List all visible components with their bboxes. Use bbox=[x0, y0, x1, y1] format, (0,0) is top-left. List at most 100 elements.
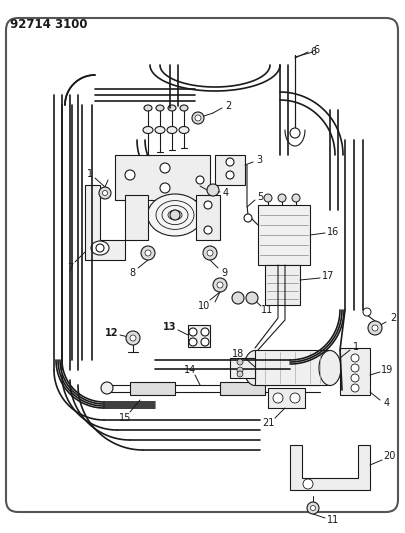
Circle shape bbox=[272, 393, 282, 403]
Text: 6: 6 bbox=[309, 47, 315, 57]
Ellipse shape bbox=[143, 126, 153, 133]
Polygon shape bbox=[85, 185, 125, 260]
Polygon shape bbox=[196, 195, 220, 240]
Circle shape bbox=[263, 194, 271, 202]
Circle shape bbox=[289, 393, 299, 403]
Text: 8: 8 bbox=[129, 268, 135, 278]
Text: 5: 5 bbox=[256, 192, 262, 202]
Circle shape bbox=[194, 115, 200, 121]
Circle shape bbox=[231, 292, 243, 304]
Polygon shape bbox=[215, 155, 244, 185]
Polygon shape bbox=[339, 348, 369, 395]
Circle shape bbox=[289, 128, 299, 138]
Circle shape bbox=[102, 190, 107, 196]
Circle shape bbox=[291, 194, 299, 202]
Polygon shape bbox=[115, 155, 209, 200]
Text: 12: 12 bbox=[105, 328, 118, 338]
Polygon shape bbox=[264, 265, 299, 305]
Polygon shape bbox=[230, 358, 254, 378]
Circle shape bbox=[371, 325, 377, 331]
Text: 92714 3100: 92714 3100 bbox=[10, 18, 87, 31]
Text: 21: 21 bbox=[261, 418, 273, 428]
Text: 14: 14 bbox=[183, 365, 196, 375]
Circle shape bbox=[216, 282, 222, 288]
Text: 19: 19 bbox=[380, 365, 392, 375]
Circle shape bbox=[310, 505, 315, 511]
Text: 7: 7 bbox=[67, 263, 73, 273]
Text: 18: 18 bbox=[231, 349, 243, 359]
Circle shape bbox=[125, 170, 135, 180]
Circle shape bbox=[350, 364, 358, 372]
Circle shape bbox=[302, 479, 312, 489]
Circle shape bbox=[196, 176, 203, 184]
Circle shape bbox=[203, 226, 211, 234]
Circle shape bbox=[99, 187, 111, 199]
Circle shape bbox=[189, 338, 196, 346]
Circle shape bbox=[203, 201, 211, 209]
Text: 15: 15 bbox=[119, 413, 131, 423]
Circle shape bbox=[96, 244, 104, 252]
Circle shape bbox=[170, 210, 179, 220]
Text: 9: 9 bbox=[220, 268, 226, 278]
Circle shape bbox=[306, 502, 318, 514]
Ellipse shape bbox=[179, 126, 189, 133]
Ellipse shape bbox=[179, 105, 188, 111]
Ellipse shape bbox=[318, 351, 340, 385]
Circle shape bbox=[145, 250, 151, 256]
Circle shape bbox=[245, 292, 257, 304]
Ellipse shape bbox=[147, 194, 202, 236]
Text: 10: 10 bbox=[197, 301, 210, 311]
Circle shape bbox=[160, 163, 170, 173]
Circle shape bbox=[213, 278, 226, 292]
Text: 3: 3 bbox=[255, 155, 261, 165]
Text: 20: 20 bbox=[382, 451, 394, 461]
Polygon shape bbox=[125, 195, 148, 240]
Circle shape bbox=[141, 246, 155, 260]
Circle shape bbox=[101, 382, 113, 394]
Circle shape bbox=[237, 359, 243, 365]
Ellipse shape bbox=[144, 105, 151, 111]
Circle shape bbox=[237, 367, 243, 373]
Circle shape bbox=[130, 335, 136, 341]
Circle shape bbox=[126, 331, 140, 345]
Circle shape bbox=[202, 246, 216, 260]
Circle shape bbox=[192, 112, 203, 124]
Circle shape bbox=[207, 184, 218, 196]
Ellipse shape bbox=[166, 126, 177, 133]
Ellipse shape bbox=[155, 126, 164, 133]
Circle shape bbox=[200, 328, 209, 336]
Text: 2: 2 bbox=[224, 101, 230, 111]
Circle shape bbox=[226, 171, 233, 179]
Circle shape bbox=[237, 371, 243, 377]
Text: 6: 6 bbox=[312, 45, 318, 55]
Circle shape bbox=[207, 250, 213, 256]
Text: 11: 11 bbox=[260, 305, 273, 315]
Text: 4: 4 bbox=[383, 398, 389, 408]
Text: 4: 4 bbox=[222, 188, 228, 198]
Text: 1: 1 bbox=[352, 342, 358, 352]
Text: 17: 17 bbox=[321, 271, 333, 281]
Circle shape bbox=[350, 384, 358, 392]
Polygon shape bbox=[257, 205, 309, 265]
Circle shape bbox=[277, 194, 285, 202]
Text: 16: 16 bbox=[326, 227, 338, 237]
Polygon shape bbox=[267, 388, 304, 408]
Text: 13: 13 bbox=[163, 322, 176, 332]
Circle shape bbox=[362, 308, 370, 316]
Polygon shape bbox=[130, 382, 175, 395]
Circle shape bbox=[200, 338, 209, 346]
Ellipse shape bbox=[156, 105, 164, 111]
Ellipse shape bbox=[168, 105, 175, 111]
Ellipse shape bbox=[91, 241, 109, 255]
Text: 1: 1 bbox=[87, 169, 93, 179]
Circle shape bbox=[350, 354, 358, 362]
Ellipse shape bbox=[243, 351, 265, 385]
Polygon shape bbox=[188, 325, 209, 347]
Circle shape bbox=[226, 158, 233, 166]
Circle shape bbox=[189, 328, 196, 336]
Circle shape bbox=[160, 183, 170, 193]
Circle shape bbox=[350, 374, 358, 382]
Text: 2: 2 bbox=[389, 313, 395, 323]
Text: 11: 11 bbox=[326, 515, 338, 525]
Polygon shape bbox=[220, 382, 264, 395]
